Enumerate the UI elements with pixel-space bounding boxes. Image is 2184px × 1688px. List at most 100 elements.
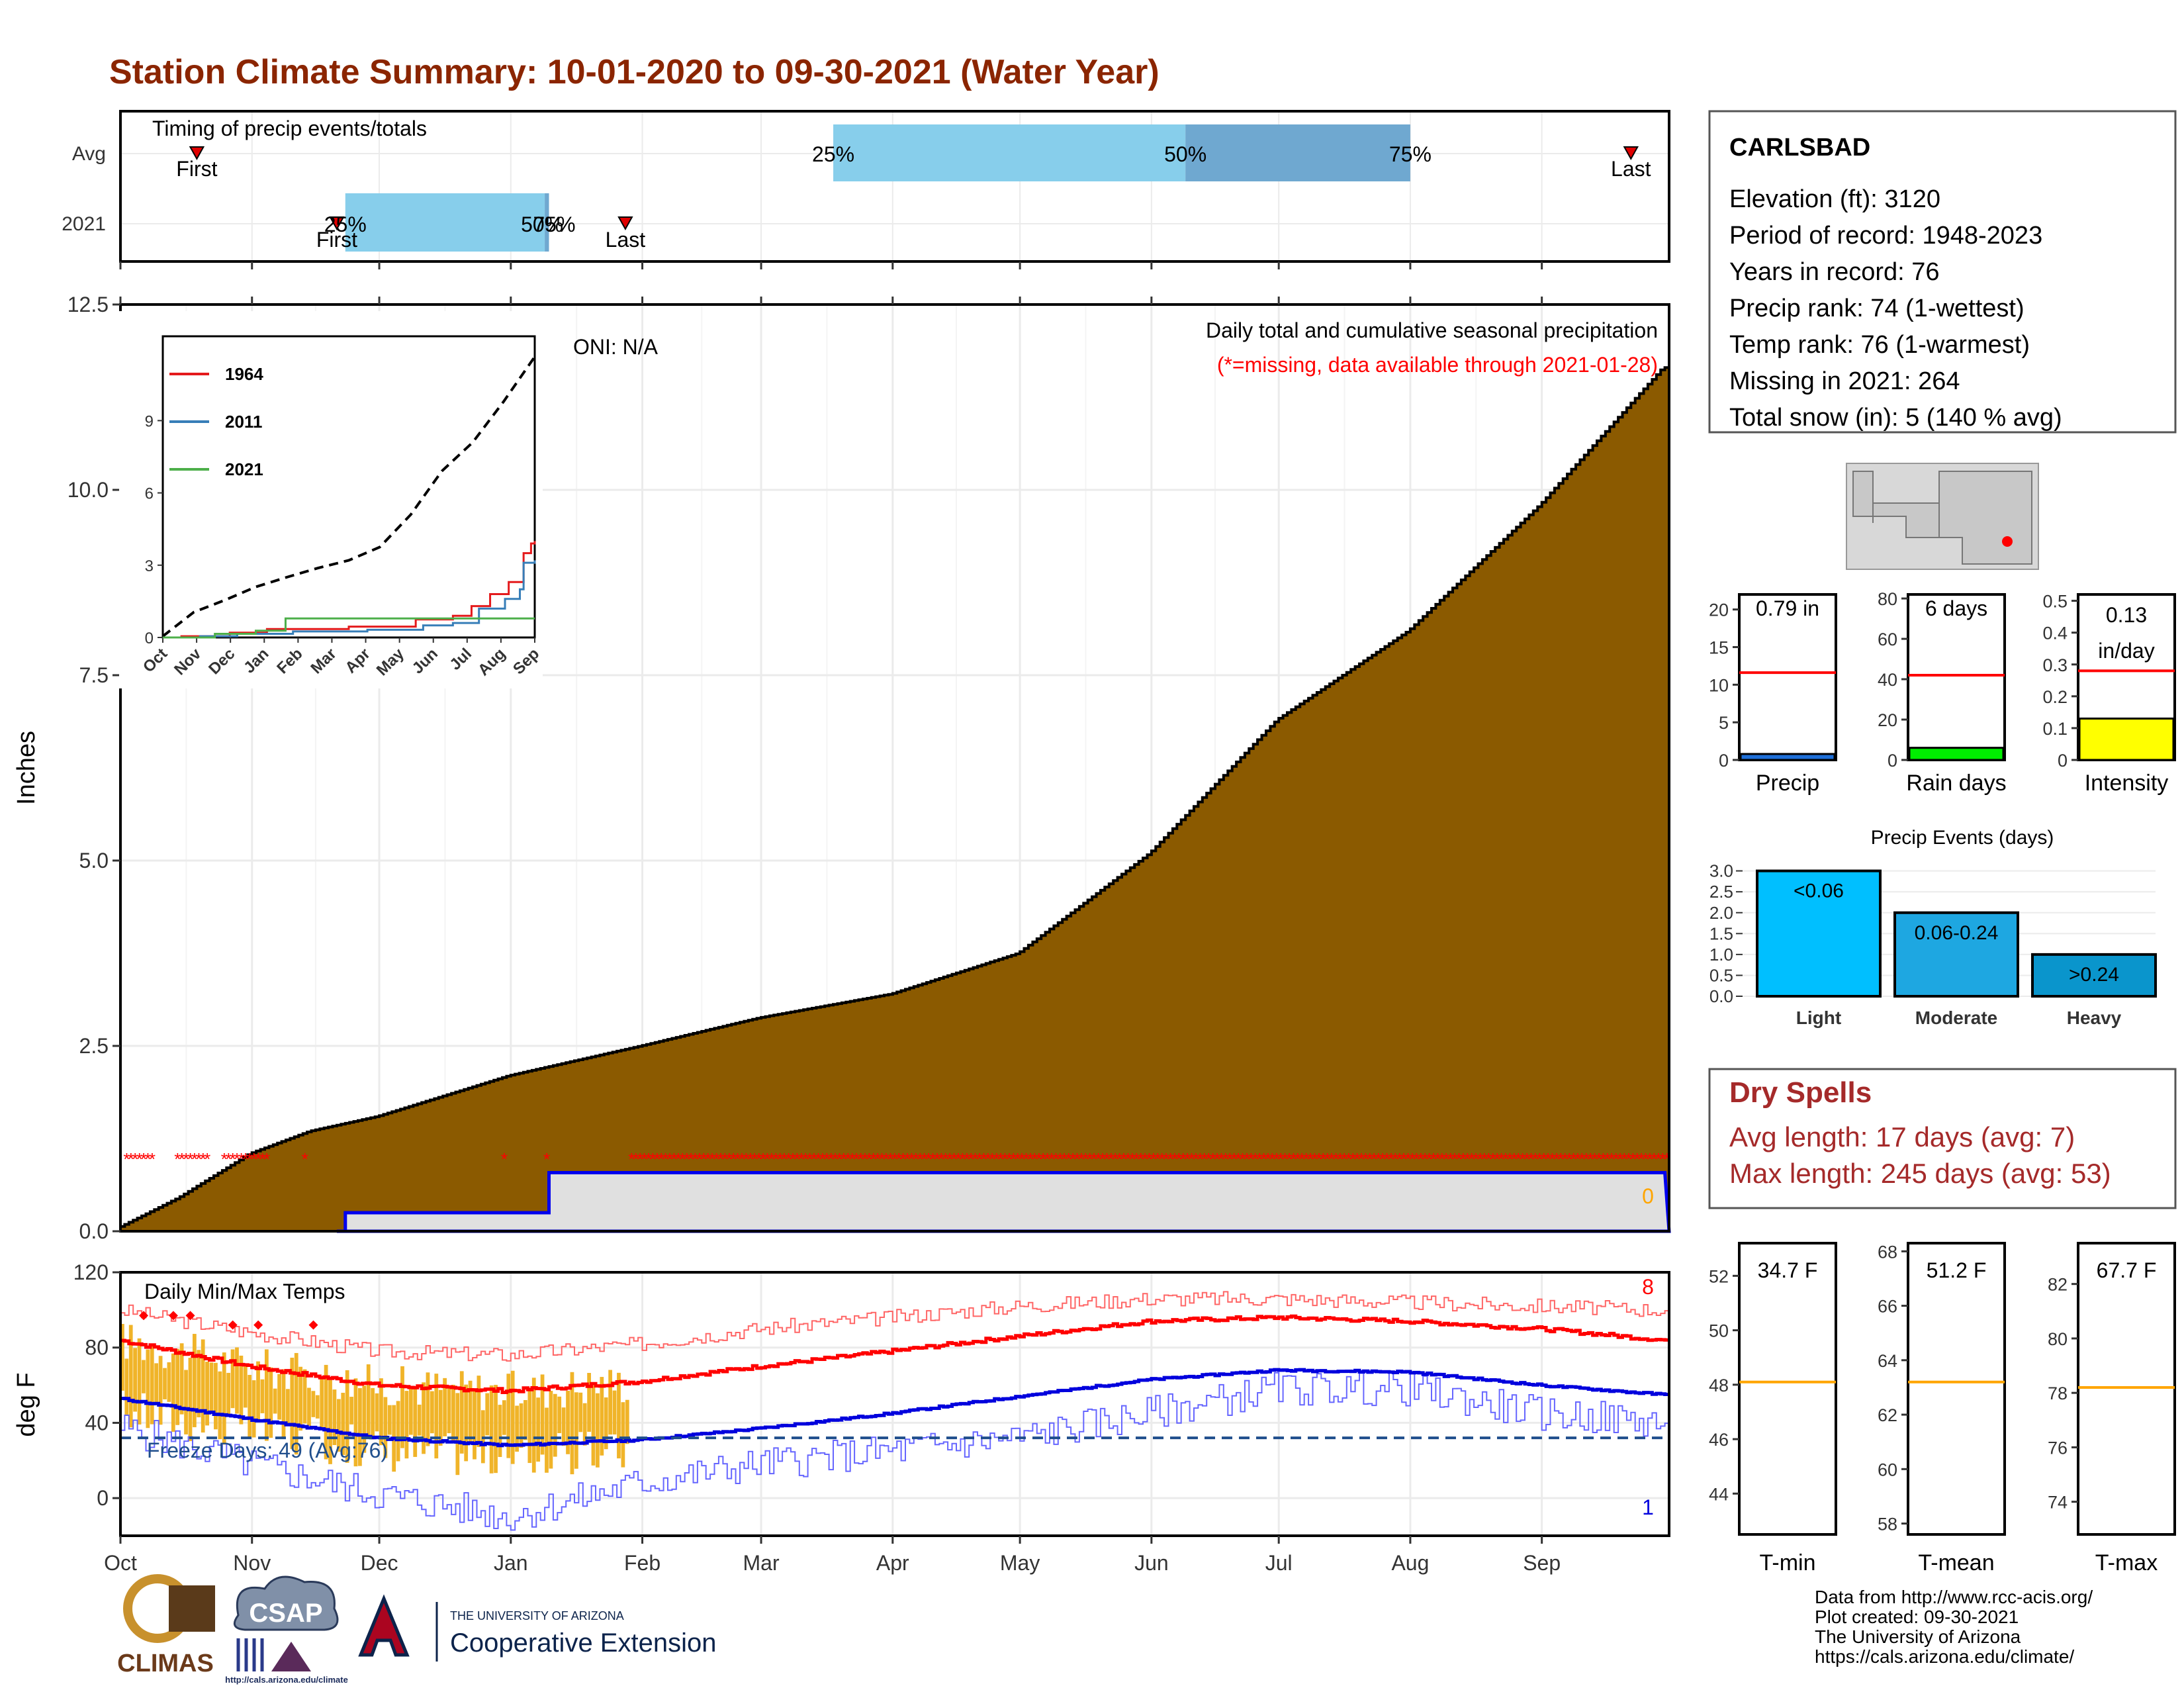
missing-marker: *: [1210, 1149, 1216, 1169]
daily-temp-bar: [536, 1397, 541, 1462]
station-info-line: Missing in 2021: 264: [1729, 367, 1960, 395]
daily-temp-bar: [489, 1385, 494, 1474]
gauge-name: Rain days: [1906, 771, 2006, 796]
gauge-ytick-label: 40: [1878, 670, 1897, 690]
temp-gauge-ytick-label: 44: [1709, 1484, 1729, 1504]
gauge-rain-days: 0 20 40 60 80 6 days Rain days: [1878, 589, 2007, 796]
missing-marker: *: [179, 1149, 185, 1169]
missing-marker: *: [756, 1149, 762, 1169]
missing-marker: *: [866, 1149, 872, 1169]
month-label: Dec: [361, 1551, 398, 1575]
missing-marker: *: [1214, 1149, 1220, 1169]
missing-marker: *: [798, 1149, 805, 1169]
missing-marker: *: [679, 1149, 686, 1169]
missing-marker: *: [140, 1149, 147, 1169]
temp-gauge-ytick-label: 78: [2048, 1383, 2068, 1403]
missing-marker: *: [688, 1149, 694, 1169]
missing-marker: *: [1184, 1149, 1191, 1169]
temp-gauge-ytick-label: 48: [1709, 1376, 1729, 1395]
missing-marker: *: [1647, 1149, 1653, 1169]
page-title: Station Climate Summary: 10-01-2020 to 0…: [109, 53, 1160, 91]
gauge-value-label: 0.79 in: [1756, 596, 1819, 620]
missing-marker: *: [1451, 1149, 1458, 1169]
timing-label: Timing of precip events/totals: [152, 117, 427, 140]
main-ytick-label: 5.0: [79, 849, 109, 872]
temp-gauge-t-min: 44 46 48 50 52 34.7 F T-min: [1709, 1242, 1837, 1575]
inset-average-dashed-line: [161, 355, 536, 637]
missing-marker: *: [836, 1149, 842, 1169]
temp-gauge-frame: [1907, 1242, 2006, 1536]
station-name: CARLSBAD: [1729, 134, 1870, 162]
daily-temp-bar: [248, 1375, 252, 1438]
daily-temp-bar: [332, 1389, 337, 1446]
missing-marker: *: [1502, 1149, 1509, 1169]
temp-gauge-frame: [1738, 1242, 1837, 1536]
temp-gauge-ytick-label: 52: [1709, 1266, 1729, 1286]
missing-marker: *: [1625, 1149, 1632, 1169]
missing-marker: *: [1447, 1149, 1454, 1169]
temp-gauge-value-label: 67.7 F: [2097, 1258, 2157, 1282]
month-label: Nov: [233, 1551, 271, 1575]
missing-marker: *: [1269, 1149, 1275, 1169]
missing-marker: *: [187, 1149, 194, 1169]
missing-marker: *: [1328, 1149, 1335, 1169]
missing-marker: *: [1222, 1149, 1229, 1169]
main-ytick-label: 10.0: [68, 478, 109, 502]
gauge-ytick-label: 10: [1709, 675, 1729, 695]
missing-marker: *: [238, 1149, 244, 1169]
missing-marker: *: [1290, 1149, 1297, 1169]
gauge-value-label: 0.13: [2106, 603, 2147, 627]
missing-marker: *: [1226, 1149, 1233, 1169]
events-bar-label: 0.06-0.24: [1915, 922, 1999, 944]
daily-temp-bar: [150, 1346, 154, 1425]
missing-marker: *: [1621, 1149, 1627, 1169]
gauge-ytick-label: 15: [1709, 638, 1729, 658]
credit-line: Data from http://www.rcc-acis.org/: [1815, 1587, 2093, 1607]
missing-marker: *: [1473, 1149, 1479, 1169]
gauge-value-label: 6 days: [1925, 596, 1987, 620]
missing-marker: *: [1116, 1149, 1123, 1169]
missing-marker: *: [819, 1149, 826, 1169]
missing-marker: *: [917, 1149, 923, 1169]
record-high-marker: [139, 1311, 149, 1321]
missing-marker: *: [1541, 1149, 1547, 1169]
missing-marker: *: [925, 1149, 932, 1169]
missing-marker: *: [1061, 1149, 1068, 1169]
missing-marker: *: [946, 1149, 953, 1169]
missing-marker: *: [1006, 1149, 1013, 1169]
oni-label: ONI: N/A: [573, 335, 659, 359]
missing-marker: *: [1120, 1149, 1127, 1169]
dry-spells-title: Dry Spells: [1729, 1076, 1872, 1109]
missing-marker: *: [777, 1149, 784, 1169]
daily-temp-bar: [205, 1362, 209, 1426]
missing-marker: *: [764, 1149, 770, 1169]
missing-marker: *: [1069, 1149, 1076, 1169]
missing-marker: *: [913, 1149, 919, 1169]
gauge-ytick-label: 0: [2058, 751, 2068, 771]
credit-line: The University of Arizona: [1815, 1626, 2021, 1647]
daily-temp-bar: [468, 1380, 473, 1444]
missing-marker: *: [1527, 1149, 1534, 1169]
missing-marker: *: [1617, 1149, 1623, 1169]
temp-gauge-name: T-mean: [1918, 1550, 1994, 1575]
daily-temp-bar: [447, 1388, 451, 1434]
record-high-marker: [228, 1320, 238, 1330]
missing-marker: *: [1001, 1149, 1008, 1169]
events-ytick-label: 0.5: [1709, 965, 1733, 985]
missing-marker: *: [705, 1149, 711, 1169]
missing-marker: *: [1371, 1149, 1377, 1169]
avg-p50-label: 50%: [1164, 142, 1206, 166]
daily-temp-bar: [188, 1358, 193, 1442]
daily-temp-bar: [353, 1378, 358, 1467]
missing-marker: *: [730, 1149, 737, 1169]
missing-marker: *: [1520, 1149, 1526, 1169]
missing-marker: *: [1613, 1149, 1619, 1169]
daily-temp-bar: [264, 1349, 269, 1441]
daily-temp-bar: [294, 1352, 298, 1455]
daily-temp-bar: [494, 1385, 498, 1474]
month-label: Jun: [1134, 1551, 1169, 1575]
missing-marker: *: [696, 1149, 703, 1169]
missing-marker: *: [1146, 1149, 1152, 1169]
missing-marker: *: [255, 1149, 261, 1169]
y2021-p75-label: 75%: [533, 212, 575, 236]
